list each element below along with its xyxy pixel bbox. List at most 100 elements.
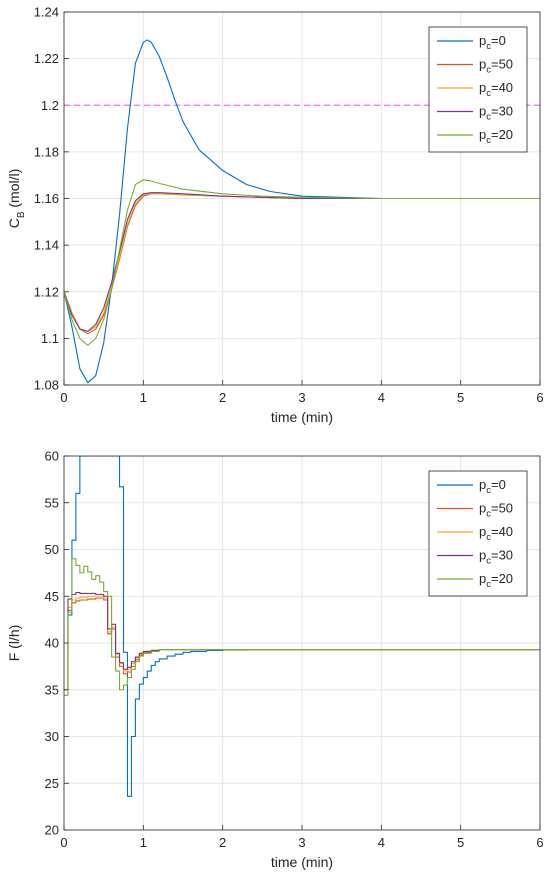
legend-label-value: =0 <box>491 477 506 492</box>
legend-item: pc=30 <box>437 548 513 567</box>
chart-concentration: 0 1 2 3 4 5 6 1.08 1.1 1.12 1.14 1.16 1.18 1.2 1.22 1.2… <box>6 5 544 426</box>
y-axis-label: CB (mol/l) <box>6 169 27 229</box>
series-line-40 <box>64 595 540 691</box>
y-tick-label: 1.08 <box>34 378 59 393</box>
legend-box <box>428 470 528 597</box>
legend-label-subscript: c <box>486 41 491 52</box>
x-tick-label: 1 <box>140 390 147 405</box>
legend-label-subscript: c <box>486 509 491 520</box>
legend-item: pc=30 <box>437 104 513 123</box>
x-axis-label: time (min) <box>271 409 333 425</box>
series-line-0 <box>64 39 540 384</box>
y-tick-label: 1.16 <box>34 191 59 206</box>
x-tick-label: 2 <box>219 835 226 850</box>
legend-item: pc=50 <box>437 57 513 76</box>
series-line-20 <box>64 179 540 346</box>
y-tick-label: 35 <box>45 682 59 697</box>
legend-label-subscript: c <box>486 556 491 567</box>
legend-label: pc=40 <box>479 80 513 99</box>
y-axis-label-subscript: B <box>16 211 27 218</box>
y-tick-label: 1.1 <box>41 331 59 346</box>
legend-label-main: p <box>479 501 486 516</box>
legend-label-value: =40 <box>491 524 513 539</box>
legend-item: pc=40 <box>437 524 513 543</box>
y-tick-label: 1.12 <box>34 284 59 299</box>
legend-label-main: p <box>479 548 486 563</box>
legend-label-main: p <box>479 57 486 72</box>
legend-item: pc=40 <box>437 80 513 99</box>
y-axis-label-main: F (l/h) <box>6 625 22 662</box>
x-axis-label: time (min) <box>271 854 333 870</box>
legend-label-value: =50 <box>491 57 513 72</box>
y-tick-label: 1.14 <box>34 238 59 253</box>
x-tick-label: 6 <box>536 390 543 405</box>
legend-label-subscript: c <box>486 485 491 496</box>
legend-item: pc=50 <box>437 501 513 520</box>
legend-box <box>428 26 528 153</box>
legend-label: pc=50 <box>479 57 513 76</box>
y-tick-label: 55 <box>45 495 59 510</box>
y-axis-label: F (l/h) <box>6 625 22 662</box>
series-line-0 <box>64 456 540 797</box>
y-tick-label: 1.22 <box>34 51 59 66</box>
x-tick-label: 0 <box>60 835 67 850</box>
legend-label-main: p <box>479 80 486 95</box>
legend-label-value: =40 <box>491 80 513 95</box>
legend-label-main: p <box>479 127 486 142</box>
series-line-30 <box>64 192 540 332</box>
legend-item: pc=0 <box>437 33 506 52</box>
legend-label-subscript: c <box>486 532 491 543</box>
x-tick-label: 4 <box>378 835 385 850</box>
legend-label: pc=20 <box>479 127 513 146</box>
axes-frame <box>63 11 541 386</box>
y-tick-label: 1.18 <box>34 144 59 159</box>
x-tick-label: 0 <box>60 390 67 405</box>
x-tick-label: 6 <box>536 835 543 850</box>
y-tick-label: 50 <box>45 542 59 557</box>
legend-label: pc=30 <box>479 548 513 567</box>
legend-label-subscript: c <box>486 579 491 590</box>
y-tick-label: 25 <box>45 776 59 791</box>
y-tick-label: 45 <box>45 589 59 604</box>
legend-label-main: p <box>479 104 486 119</box>
legend-label: pc=0 <box>479 33 506 52</box>
legend-label: pc=20 <box>479 571 513 590</box>
legend-label-subscript: c <box>486 65 491 76</box>
series-line-20 <box>64 558 540 696</box>
x-tick-label: 5 <box>457 390 464 405</box>
legend-label: pc=0 <box>479 477 506 496</box>
legend-label: pc=40 <box>479 524 513 543</box>
legend-label-value: =30 <box>491 548 513 563</box>
series-group <box>64 456 540 797</box>
y-tick-label: 60 <box>45 449 59 464</box>
legend-label-main: p <box>479 524 486 539</box>
x-tick-label: 5 <box>457 835 464 850</box>
legend-label-main: p <box>479 33 486 48</box>
legend-label: pc=50 <box>479 501 513 520</box>
y-axis-label-unit: (mol/l) <box>6 169 22 212</box>
legend-label: pc=30 <box>479 104 513 123</box>
legend-label-value: =0 <box>491 33 506 48</box>
x-tick-label: 3 <box>298 390 305 405</box>
legend-item: pc=0 <box>437 477 506 496</box>
legend-label-value: =30 <box>491 104 513 119</box>
x-tick-label: 4 <box>378 390 385 405</box>
legend-label-main: p <box>479 571 486 586</box>
y-tick-label: 30 <box>45 729 59 744</box>
x-tick-label: 1 <box>140 835 147 850</box>
legend-label-value: =50 <box>491 501 513 516</box>
legend-label-value: =20 <box>491 127 513 142</box>
legend-label-value: =20 <box>491 571 513 586</box>
y-tick-label: 40 <box>45 636 59 651</box>
legend-label-main: p <box>479 477 486 492</box>
legend-item: pc=20 <box>437 127 513 146</box>
y-tick-label: 1.24 <box>34 5 59 20</box>
y-axis-label-main: C <box>6 218 22 228</box>
axes-frame <box>63 455 541 831</box>
series-line-30 <box>64 591 540 691</box>
x-tick-label: 2 <box>219 390 226 405</box>
